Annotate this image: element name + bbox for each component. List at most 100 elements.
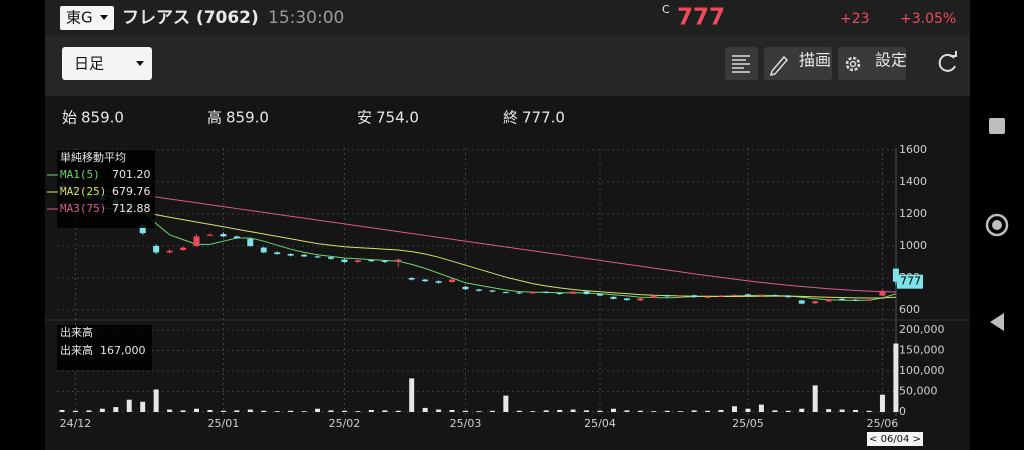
period-select[interactable] [62, 47, 152, 80]
candle-body [691, 295, 698, 298]
legend-box [57, 150, 155, 228]
volume-bar [758, 404, 764, 412]
volume-bar [328, 410, 334, 412]
volume-title: 出来高 [60, 325, 93, 339]
volume-bar [476, 411, 482, 412]
candle-body [475, 289, 482, 291]
ohlc-value: 754.0 [376, 109, 419, 127]
volume-bar [274, 411, 280, 412]
volume-bar [449, 409, 455, 412]
y-tick-label: 100,000 [899, 364, 945, 377]
candle-body [395, 259, 402, 262]
volume-bar [194, 408, 199, 412]
candle-body [368, 260, 375, 262]
volume-bar [59, 409, 65, 412]
list-icon [732, 55, 750, 73]
candle-body [247, 238, 254, 246]
volume-bar [315, 408, 321, 412]
market-select[interactable] [60, 6, 114, 30]
candle-body [771, 294, 778, 296]
legend-value: 712.88 [112, 202, 151, 215]
volume-bar [678, 411, 684, 412]
volume-bar [799, 408, 805, 412]
pencil-icon [769, 55, 789, 77]
candle-body [731, 294, 738, 296]
draw-label: 描画 [799, 51, 831, 70]
reload-icon[interactable] [938, 53, 956, 72]
x-tick-label: 25/02 [329, 417, 361, 430]
candle-body [462, 286, 469, 290]
candle-body [637, 298, 644, 301]
x-tick-label: 25/04 [584, 417, 616, 430]
y-tick-label: 600 [899, 303, 920, 316]
volume-bar [879, 394, 885, 412]
candle-body [274, 252, 281, 254]
legend-name: MA1(5) [60, 168, 100, 181]
volume-bar [167, 409, 173, 412]
volume-bar [853, 409, 859, 412]
top-bar [45, 0, 970, 36]
nav-home[interactable] [985, 213, 1009, 237]
candle-body [449, 279, 456, 282]
nav-back[interactable] [990, 313, 1004, 331]
volume-bar [489, 410, 495, 412]
candle-body [597, 294, 603, 296]
volume-bar [664, 410, 670, 412]
candle-body [704, 296, 711, 298]
volume-bar [557, 409, 563, 412]
last-price-label: 777 [900, 275, 921, 288]
volume-legend-value: 167,000 [100, 344, 146, 357]
candle-body [839, 298, 846, 301]
legend-name: MA2(25) [60, 185, 106, 198]
ohlc-label: 安 [357, 109, 372, 127]
candle-body [206, 234, 213, 236]
volume-bar [624, 410, 630, 412]
candle-body [610, 296, 617, 299]
candle-body [718, 295, 725, 297]
ohlc-value: 777.0 [522, 109, 565, 127]
price: 777 [677, 5, 725, 31]
candle-body [153, 246, 160, 253]
volume-bar [341, 410, 347, 412]
ma-line [61, 202, 896, 299]
legend-name: MA3(75) [60, 202, 106, 215]
volume-bar [732, 406, 737, 412]
volume-bar [153, 389, 159, 412]
volume-bar [436, 409, 442, 412]
y-tick-label: 0 [899, 405, 906, 418]
volume-bar [288, 410, 294, 412]
candle-body [233, 236, 240, 238]
button-bg [838, 47, 906, 80]
nav-recent[interactable] [989, 118, 1005, 134]
y-tick-label: 50,000 [899, 385, 938, 398]
candle-body [529, 292, 536, 294]
volume-bar [220, 410, 226, 412]
cursor-label: < 06/04 > [869, 434, 921, 445]
candle-body [489, 290, 496, 292]
candle-body [408, 278, 415, 280]
volume-bar [207, 409, 213, 412]
volume-bar [570, 409, 576, 412]
ma-line [61, 184, 897, 301]
candle-body [220, 234, 227, 237]
candle-body [287, 254, 294, 256]
volume-bar [705, 410, 711, 412]
x-tick-label: 25/05 [732, 417, 764, 430]
candle-body [543, 291, 550, 293]
volume-bar [422, 407, 428, 412]
candle-body [139, 225, 146, 234]
draw-button[interactable]: 描画 [764, 47, 832, 80]
ohlc-value: 859.0 [226, 109, 269, 127]
ma-line [61, 184, 896, 293]
settings-button[interactable]: 設定 [838, 47, 907, 80]
candle-body [677, 295, 684, 297]
volume-bar [839, 409, 845, 412]
last-price-tag [897, 274, 923, 289]
cursor-box [867, 432, 923, 446]
ohlc-label: 始 [62, 109, 77, 127]
volume-bar [866, 410, 872, 412]
volume-bar [395, 410, 401, 412]
volume-bar [893, 343, 899, 412]
settings-label: 設定 [875, 51, 907, 70]
